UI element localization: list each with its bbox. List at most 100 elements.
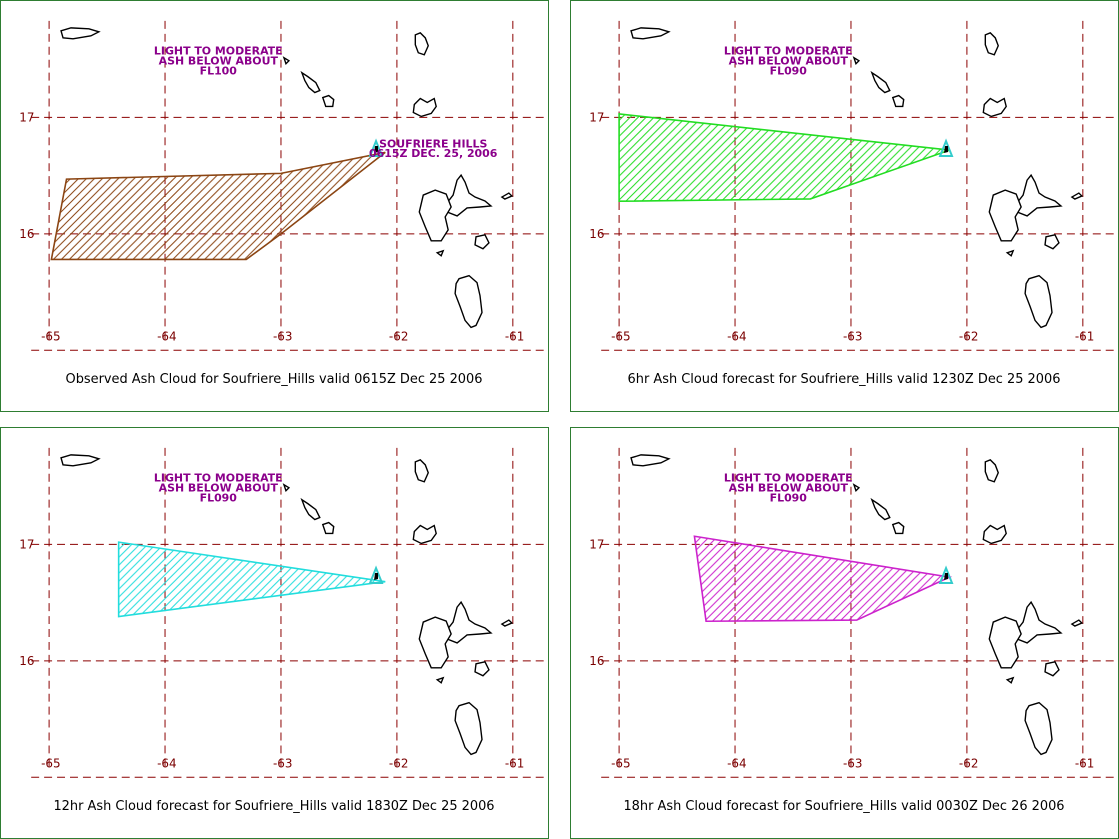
island-coastline (1024, 274, 1053, 329)
latitude-tick-label: 16 (19, 227, 34, 241)
advisory-text-line: FL100 (200, 65, 238, 78)
advisory-text-line: LIGHT TO MODERATE (724, 45, 853, 58)
island-coastline (454, 701, 483, 756)
island-coastline (1005, 676, 1015, 684)
advisory-text-line: FL090 (200, 492, 238, 505)
island-coastline (500, 619, 514, 627)
island-coastline (630, 27, 671, 40)
longitude-tick-label: -61 (1075, 329, 1095, 343)
island-coastline (445, 173, 493, 217)
island-coastline (414, 459, 430, 483)
advisory-text-line: ASH BELOW ABOUT (159, 55, 279, 68)
island-coastline (891, 94, 905, 108)
island-coastline (1005, 249, 1015, 257)
island-coastline (630, 454, 671, 467)
advisory-text-line: ASH BELOW ABOUT (729, 482, 849, 495)
panel-forecast-18hr: -65 -64 -63 -62 -61 17 16 LIGHT TO MODERATE ASH … (570, 427, 1119, 839)
longitude-tick-label: -63 (843, 329, 863, 343)
map-forecast-18hr: -65 -64 -63 -62 -61 17 16 LIGHT TO MODERATEASH … (589, 447, 1118, 814)
island-coastline (321, 521, 335, 535)
island-coastline (1044, 234, 1060, 250)
island-coastline (984, 32, 1000, 56)
ash-cloud-polygon (618, 113, 950, 203)
volcano-peak-icon (374, 573, 379, 581)
volcano-triangle-icon (368, 565, 384, 584)
panel-observed: -65 -64 -63 -62 -61 17 16 LIGHT TO MODERATE ASH … (0, 0, 549, 412)
island-coastline (60, 454, 101, 467)
longitude-tick-label: -61 (505, 329, 524, 343)
island-coastline (500, 192, 514, 200)
island-coastline (282, 483, 291, 492)
longitude-tick-label: -61 (1075, 756, 1095, 770)
advisory-text-line: FL090 (770, 492, 808, 505)
volcano-name-label: SOUFRIERE HILLS (379, 137, 487, 150)
longitude-tick-label: -63 (273, 756, 293, 770)
longitude-tick-label: -62 (959, 329, 979, 343)
ash-cloud-polygon (693, 535, 953, 623)
longitude-tick-label: -65 (611, 329, 631, 343)
panel-caption-forecast-6hr: 6hr Ash Cloud forecast for Soufriere_Hil… (628, 372, 1061, 387)
longitude-tick-label: -65 (41, 329, 61, 343)
volcano-triangle-icon (938, 565, 954, 584)
island-coastline (474, 234, 490, 250)
latitude-tick-label: 17 (19, 110, 34, 124)
island-coastline (852, 56, 861, 65)
island-coastline (852, 483, 861, 492)
advisory-text-line: LIGHT TO MODERATE (154, 472, 283, 485)
advisory-text-line: FL090 (770, 65, 808, 78)
island-coastline (418, 189, 452, 242)
island-coastline (412, 97, 437, 118)
ash-cloud-polygon (50, 151, 386, 261)
longitude-tick-label: -64 (157, 756, 177, 770)
advisory-text-line: ASH BELOW ABOUT (159, 482, 279, 495)
island-coastline (412, 524, 437, 545)
longitude-tick-label: -61 (505, 756, 524, 770)
island-coastline (445, 600, 493, 644)
latitude-tick-label: 17 (589, 110, 604, 124)
map-observed: -65 -64 -63 -62 -61 17 16 LIGHT TO MODERATEASH … (19, 20, 548, 387)
island-coastline (1070, 619, 1084, 627)
volcano-peak-icon (944, 146, 949, 154)
longitude-tick-label: -64 (727, 756, 747, 770)
longitude-tick-label: -65 (611, 756, 631, 770)
latitude-tick-label: 16 (19, 654, 34, 668)
island-coastline (300, 497, 321, 521)
longitude-tick-label: -62 (959, 756, 979, 770)
longitude-tick-label: -64 (157, 329, 177, 343)
advisory-text-line: LIGHT TO MODERATE (724, 472, 853, 485)
advisory-text-line: ASH BELOW ABOUT (729, 55, 849, 68)
advisory-text-line: LIGHT TO MODERATE (154, 45, 283, 58)
island-coastline (1024, 701, 1053, 756)
longitude-tick-label: -62 (389, 756, 409, 770)
latitude-tick-label: 17 (19, 537, 34, 551)
latitude-tick-label: 16 (589, 654, 604, 668)
island-coastline (435, 676, 445, 684)
panel-caption-observed: Observed Ash Cloud for Soufriere_Hills v… (66, 372, 483, 387)
ash-cloud-polygon (117, 541, 386, 618)
panel-forecast-6hr: -65 -64 -63 -62 -61 17 16 LIGHT TO MODERATE ASH … (570, 0, 1119, 412)
island-coastline (321, 94, 335, 108)
longitude-tick-label: -64 (727, 329, 747, 343)
volcano-triangle-icon (368, 138, 384, 157)
island-coastline (982, 524, 1007, 545)
island-coastline (1070, 192, 1084, 200)
island-coastline (418, 616, 452, 669)
map-forecast-12hr: -65 -64 -63 -62 -61 17 16 LIGHT TO MODERATEASH … (19, 447, 548, 814)
volcano-name-label: 0615Z DEC. 25, 2006 (369, 147, 498, 160)
island-coastline (891, 521, 905, 535)
map-forecast-6hr: -65 -64 -63 -62 -61 17 16 LIGHT TO MODERATEASH … (589, 20, 1118, 387)
latitude-tick-label: 17 (589, 537, 604, 551)
longitude-tick-label: -62 (389, 329, 409, 343)
longitude-tick-label: -63 (273, 329, 293, 343)
volcano-peak-icon (944, 573, 949, 581)
island-coastline (300, 70, 321, 94)
volcano-triangle-icon (938, 138, 954, 157)
island-coastline (870, 70, 891, 94)
panel-forecast-12hr: -65 -64 -63 -62 -61 17 16 LIGHT TO MODERATE ASH … (0, 427, 549, 839)
island-coastline (282, 56, 291, 65)
island-coastline (870, 497, 891, 521)
latitude-tick-label: 16 (589, 227, 604, 241)
island-coastline (414, 32, 430, 56)
panel-caption-forecast-18hr: 18hr Ash Cloud forecast for Soufriere_Hi… (623, 799, 1064, 814)
island-coastline (982, 97, 1007, 118)
